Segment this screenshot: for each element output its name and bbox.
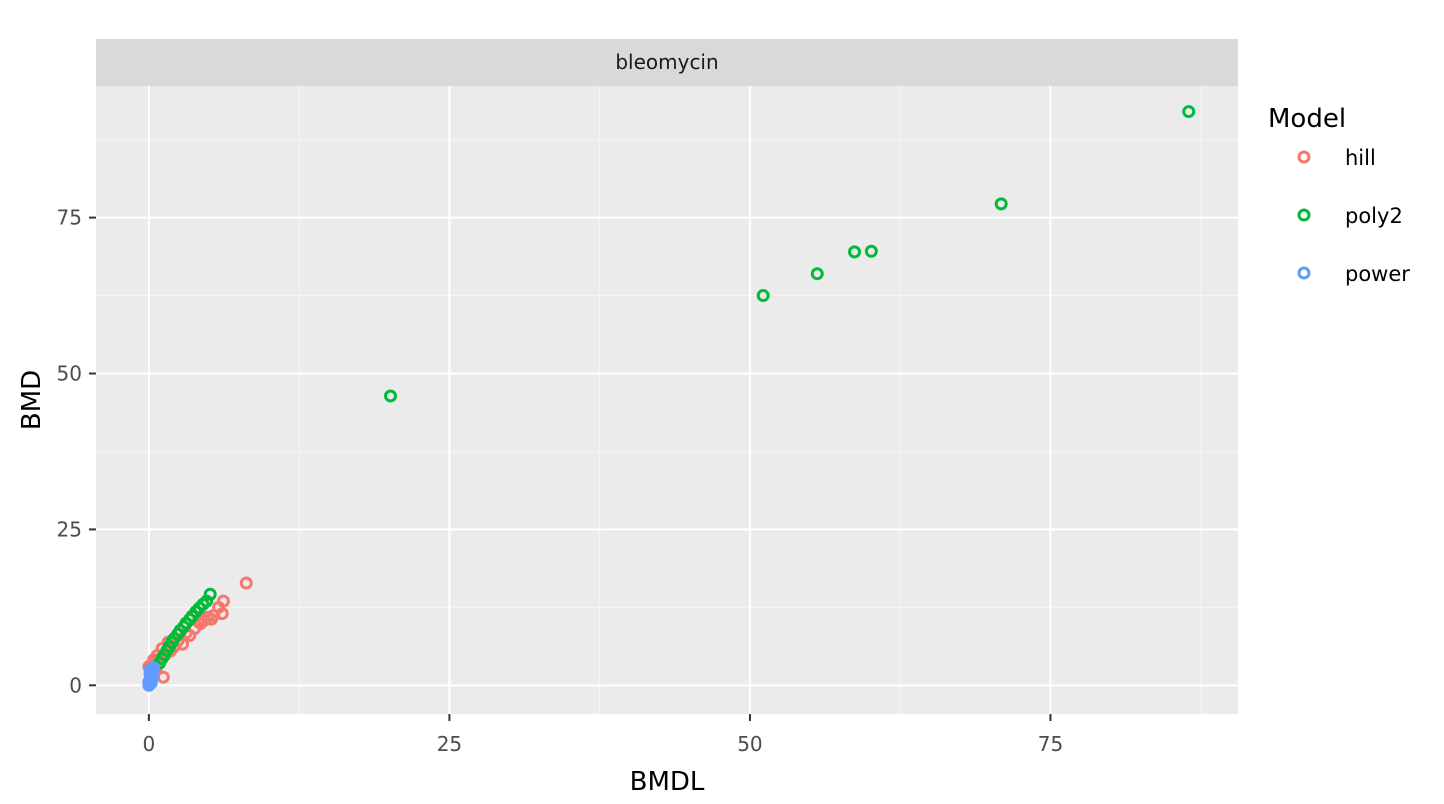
poly2-point <box>864 244 878 258</box>
y-axis-title: BMD <box>17 370 47 430</box>
series-power <box>142 661 161 692</box>
minor-gridlines <box>96 86 1238 714</box>
legend-key-hill <box>1297 150 1311 164</box>
poly2-point <box>1182 105 1196 119</box>
power-point <box>143 663 157 677</box>
legend-item-power: power <box>1297 262 1410 286</box>
legend-label-hill: hill <box>1345 146 1376 170</box>
poly2-point <box>848 245 862 259</box>
series-poly2 <box>153 105 1196 670</box>
y-tick-label: 50 <box>57 361 82 385</box>
data-points <box>142 105 1196 692</box>
y-axis-ticks: 0 25 50 75 <box>57 206 96 697</box>
x-tick-label: 75 <box>1038 732 1063 756</box>
x-axis-ticks: 0 25 50 75 <box>143 714 1063 756</box>
legend-key-poly2 <box>1297 208 1311 222</box>
y-tick-label: 0 <box>69 673 82 697</box>
x-tick-label: 0 <box>143 732 156 756</box>
legend-item-hill: hill <box>1297 146 1376 170</box>
poly2-point <box>994 197 1008 211</box>
legend-items: hill poly2 power <box>1297 146 1410 286</box>
facet-strip-label: bleomycin <box>615 50 718 74</box>
major-gridlines <box>96 86 1238 714</box>
plot-panel <box>96 86 1238 714</box>
poly2-point <box>756 289 770 303</box>
hill-point <box>239 576 253 590</box>
legend-label-poly2: poly2 <box>1345 204 1403 228</box>
x-axis-title: BMDL <box>630 767 705 797</box>
power-point <box>145 671 159 685</box>
legend-key-power <box>1297 266 1311 280</box>
poly2-point <box>384 389 398 403</box>
y-tick-label: 25 <box>57 517 82 541</box>
facet-strip <box>96 39 1238 86</box>
x-tick-label: 50 <box>737 732 762 756</box>
legend-item-poly2: poly2 <box>1297 204 1403 228</box>
y-tick-label: 75 <box>57 206 82 230</box>
legend: Model hill poly2 power <box>1268 104 1410 286</box>
legend-title: Model <box>1268 104 1346 134</box>
legend-label-power: power <box>1345 262 1410 286</box>
poly2-point <box>810 267 824 281</box>
x-tick-label: 25 <box>437 732 462 756</box>
